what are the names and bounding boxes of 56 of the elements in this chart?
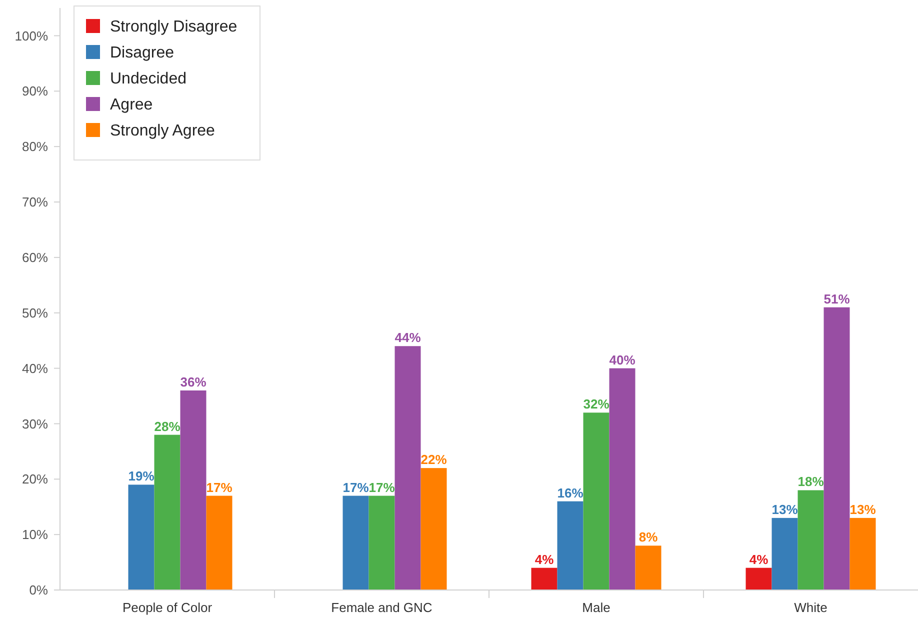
data-label: 17% xyxy=(206,480,233,495)
bar xyxy=(850,518,876,590)
y-tick-label: 80% xyxy=(22,139,48,154)
y-tick-label: 10% xyxy=(22,527,48,542)
data-label: 40% xyxy=(609,352,636,368)
data-label: 16% xyxy=(557,485,584,500)
data-label: 51% xyxy=(824,291,850,306)
y-tick-label: 50% xyxy=(22,305,48,320)
y-tick-label: 60% xyxy=(22,250,48,265)
x-tick-label: White xyxy=(794,600,828,615)
data-label: 13% xyxy=(850,502,876,517)
bar xyxy=(420,468,447,590)
legend-label: Strongly Disagree xyxy=(110,18,238,36)
bar xyxy=(128,484,154,590)
bar xyxy=(154,434,180,590)
y-tick-label: 20% xyxy=(22,472,48,487)
y-tick-label: 30% xyxy=(22,416,48,432)
data-label: 13% xyxy=(772,502,798,517)
legend-label: Undecided xyxy=(110,70,186,88)
bar xyxy=(746,568,772,590)
bar xyxy=(557,501,584,590)
y-tick-label: 40% xyxy=(22,360,48,376)
y-tick-label: 0% xyxy=(29,582,48,598)
bar xyxy=(824,307,850,590)
y-tick-label: 70% xyxy=(22,194,48,210)
data-label: 8% xyxy=(638,530,658,545)
bar xyxy=(583,412,610,590)
bar xyxy=(180,390,206,590)
data-label: 36% xyxy=(180,374,207,390)
x-tick-label: People of Color xyxy=(122,600,213,615)
bar xyxy=(798,490,824,590)
legend-label: Strongly Agree xyxy=(110,122,216,140)
bar xyxy=(368,496,395,590)
y-tick-label: 90% xyxy=(22,84,48,99)
data-label: 28% xyxy=(154,418,181,434)
x-tick-label: Female and GNC xyxy=(331,600,432,615)
bar xyxy=(772,518,798,590)
data-label: 17% xyxy=(368,480,396,495)
data-label: 44% xyxy=(394,330,422,346)
bar xyxy=(531,568,558,590)
data-label: 18% xyxy=(798,474,824,490)
bar xyxy=(609,368,636,590)
bar xyxy=(394,346,421,590)
bar xyxy=(206,496,232,590)
data-label: 19% xyxy=(128,468,155,484)
x-tick-label: Male xyxy=(582,600,610,615)
bar xyxy=(342,496,369,590)
data-label: 17% xyxy=(342,480,370,495)
bar xyxy=(635,546,662,590)
legend-label: Agree xyxy=(110,96,153,114)
y-tick-label: 100% xyxy=(14,28,48,44)
data-label: 32% xyxy=(583,396,610,412)
data-label: 4% xyxy=(534,552,554,567)
data-label: 4% xyxy=(749,552,769,567)
data-label: 22% xyxy=(420,452,448,468)
legend-label: Disagree xyxy=(110,44,174,62)
